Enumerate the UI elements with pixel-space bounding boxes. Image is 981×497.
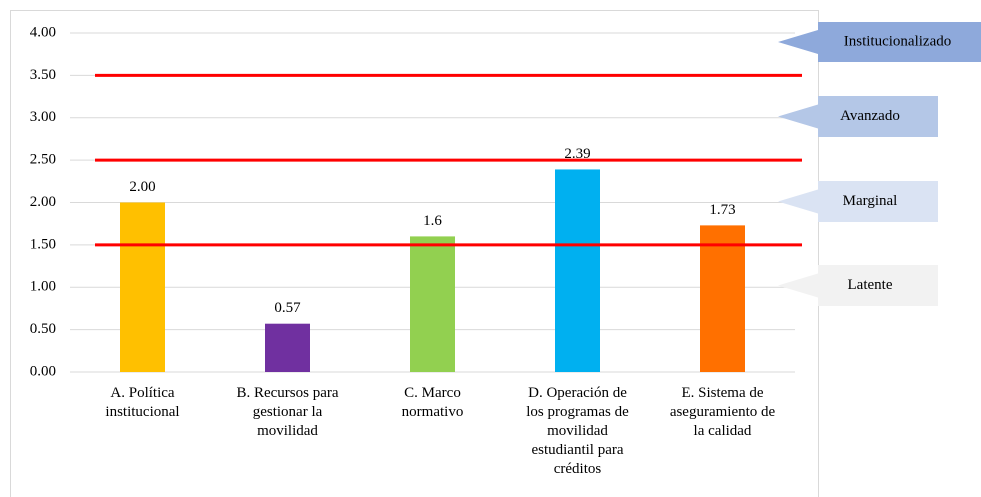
level-arrow bbox=[778, 273, 818, 298]
x-tick-label: D. Operación de los programas de movilidad… bbox=[526, 385, 629, 477]
y-tick-label: 0.00 bbox=[30, 363, 56, 379]
level-arrow bbox=[778, 30, 818, 54]
x-tick-label: C. Marco normativo bbox=[402, 385, 464, 420]
data-label: 2.39 bbox=[564, 146, 590, 162]
x-tick-label: E. Sistema de aseguramiento de la calidad bbox=[670, 385, 776, 439]
level-box bbox=[818, 22, 981, 62]
y-tick-label: 1.00 bbox=[30, 279, 56, 295]
data-label: 0.57 bbox=[274, 300, 301, 316]
level-label: Institucionalizado bbox=[844, 33, 951, 49]
level-box bbox=[818, 265, 938, 306]
data-label: 2.00 bbox=[129, 179, 155, 195]
y-tick-label: 2.50 bbox=[30, 152, 56, 168]
level-label: Latente bbox=[848, 277, 893, 293]
level-arrow bbox=[778, 189, 818, 214]
y-tick-label: 1.50 bbox=[30, 236, 56, 252]
x-tick-label: B. Recursos para gestionar la movilidad bbox=[236, 385, 338, 439]
bar bbox=[410, 236, 455, 372]
data-label: 1.73 bbox=[709, 202, 735, 218]
y-tick-label: 2.00 bbox=[30, 194, 56, 210]
y-tick-label: 0.50 bbox=[30, 321, 56, 337]
bar bbox=[120, 202, 165, 372]
bar bbox=[555, 169, 600, 372]
level-box bbox=[818, 96, 938, 137]
level-arrow bbox=[778, 104, 818, 129]
y-tick-label: 4.00 bbox=[30, 24, 56, 40]
level-label: Avanzado bbox=[840, 108, 900, 124]
data-label: 1.6 bbox=[423, 213, 442, 229]
y-tick-label: 3.00 bbox=[30, 109, 56, 125]
level-box bbox=[818, 181, 938, 222]
level-label: Marginal bbox=[843, 193, 898, 209]
y-tick-label: 3.50 bbox=[30, 67, 56, 83]
bar bbox=[700, 225, 745, 372]
chart-border bbox=[10, 10, 819, 497]
x-tick-label: A. Política institucional bbox=[105, 385, 179, 420]
bar bbox=[265, 323, 310, 372]
